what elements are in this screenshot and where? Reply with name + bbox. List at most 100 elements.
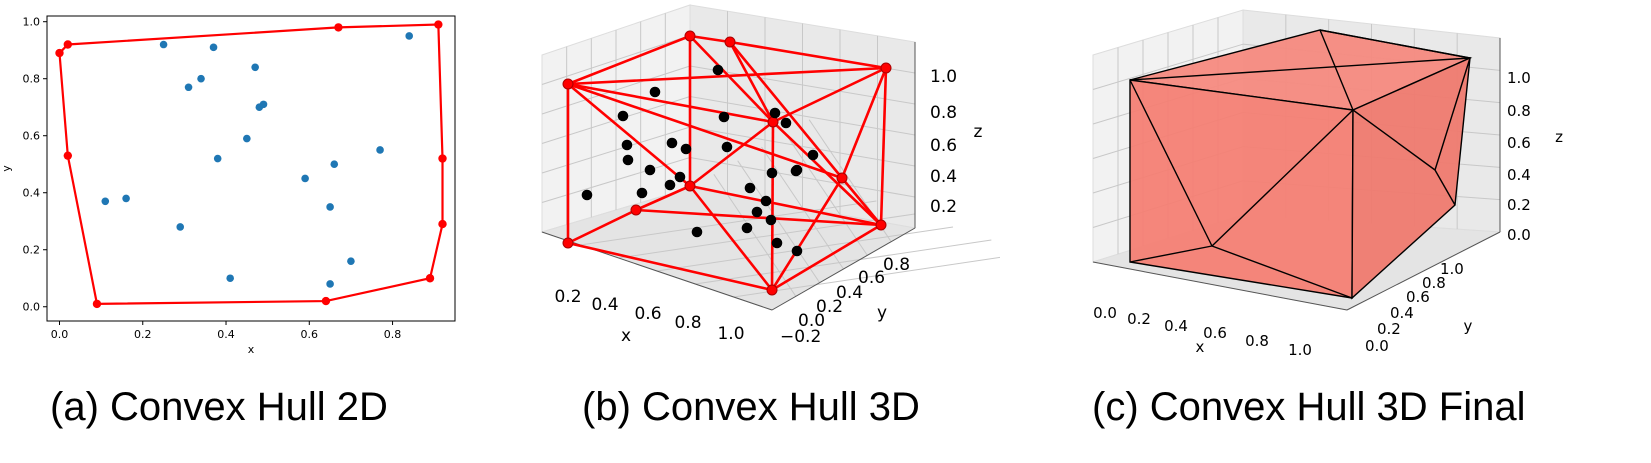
hull-vertex [684,180,696,192]
data-point [101,197,110,206]
data-point [644,164,656,176]
data-point [718,111,730,123]
y-tick-label: 0.8 [1422,274,1446,292]
y-tick-label: 0.2 [816,297,843,317]
data-point [744,182,756,194]
y-tick-label: 0.2 [1377,320,1401,338]
data-point [326,203,334,211]
x-tick-label: 0.0 [1093,304,1117,322]
hull-vertex [92,299,102,309]
y-tick-label: 0.6 [858,268,885,288]
y-tick-label: 0.6 [1406,288,1430,306]
hull-edge [772,121,882,226]
hull-vertex [875,219,887,231]
hull-outline [58,23,444,306]
data-point [330,160,339,169]
hull-vertex [425,274,435,283]
x-tick-label: 0.4 [591,295,618,315]
x-axis-label: x [248,343,255,356]
hull-vertex [562,237,574,249]
y-tick-label: 0.4 [1390,304,1414,322]
data-point [617,110,629,122]
hull-vertex [321,296,331,306]
hull-vertex [438,154,447,163]
y-tick-label: 0.8 [23,73,41,86]
hull-edge [728,41,775,123]
chart-3d: 0.2 0.4 0.6 0.81.0x −0.20.00.20.40.60.8y0.20… [540,4,1000,347]
data-point [347,257,355,265]
x-tick-label: 1.0 [717,324,744,344]
data-point [790,165,802,177]
data-point [666,137,678,149]
hull-edge [1129,79,1213,247]
data-point [621,139,633,151]
hull-edge [689,184,882,227]
hull-edge [635,208,882,227]
y-tick-label: 1.0 [1440,260,1464,278]
data-point [674,171,686,183]
data-point [791,245,803,257]
chart-3d-final: 0.0 0.2 0.4 0.6 0.8 1.0x 0.00.20.40.60.81.0y0.… [1092,9,1563,359]
data-point [159,40,168,49]
hull-edge [771,223,882,292]
hull-edge [1352,109,1436,171]
data-point [721,141,733,153]
caption-a: (a) Convex Hull 2D [50,385,388,429]
hull-edge [840,67,888,179]
data-point [405,32,414,40]
hull-edge [772,66,887,124]
hull-edge [689,35,774,123]
data-point [712,64,724,76]
data-point [197,74,205,83]
hull-edge [879,67,888,226]
hull-edge [728,41,844,179]
hull-vertex [562,78,574,90]
x-tick-label: 0.6 [301,328,319,341]
data-point [751,206,763,218]
y-tick-label: −0.2 [780,327,821,347]
data-point [243,134,251,143]
z-tick-label: 0.6 [930,136,957,156]
y-axis-label: y [0,165,13,172]
x-tick-label: 0.4 [217,328,235,341]
z-axis-label: z [1555,128,1563,146]
hull-edge [1434,169,1456,206]
data-point [741,222,753,234]
y-tick-label: 0.4 [836,283,863,303]
hull-vertex [836,172,848,184]
hull-edge [1129,245,1213,263]
data-point [581,189,593,201]
hull-edge [567,208,637,245]
data-point [664,179,676,191]
z-tick-label: 1.0 [1507,69,1531,87]
data-point [209,43,218,52]
y-axis-label: y [1464,317,1473,335]
x-tick-label: 0.2 [554,287,581,307]
z-tick-label: 0.4 [1507,166,1531,184]
data-point [807,149,819,161]
z-tick-label: 0.8 [930,103,957,123]
hull-edge [1434,57,1471,171]
hull-vertex [334,23,343,32]
hull-vertex [55,48,64,58]
z-axis-label: z [974,122,983,142]
y-tick-label: 1.0 [23,16,41,29]
data-point [376,146,384,154]
hull-edge [635,184,691,212]
x-tick-label: 0.2 [134,328,152,341]
hull-edge [729,40,887,70]
z-tick-label: 0.2 [1507,196,1531,214]
data-point [771,237,783,249]
x-tick-label: 0.8 [384,328,402,341]
hull-face [1129,79,1354,299]
z-tick-label: 0.2 [930,197,957,217]
data-point [184,83,193,92]
y-tick-label: 0.4 [23,187,41,200]
caption-b: (b) Convex Hull 3D [582,385,920,429]
z-tick-label: 0.6 [1507,134,1531,152]
grid-line [580,200,877,246]
hull-vertex [684,30,696,42]
data-point [301,174,309,183]
y-axis-label: y [877,303,887,323]
data-point [326,280,334,288]
